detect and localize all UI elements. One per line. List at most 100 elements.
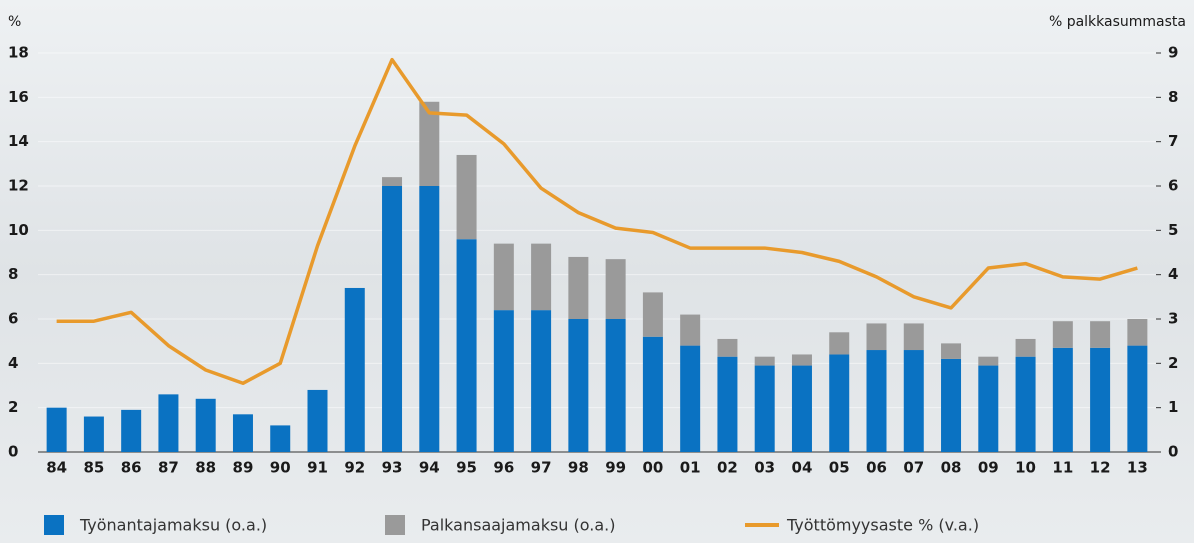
y-tick-label: 14 <box>8 132 29 150</box>
bar <box>1016 339 1036 357</box>
chart: % % palkkasummasta 024681012141618012345… <box>0 0 1194 543</box>
y2-tick-label: 6 <box>1168 177 1178 195</box>
y-tick-label: 2 <box>8 398 18 416</box>
y2-axis-title: % palkkasummasta <box>1049 14 1186 30</box>
y2-tick-label: 9 <box>1168 44 1178 62</box>
bar <box>792 366 812 452</box>
bar <box>1090 348 1110 452</box>
x-tick-label: 02 <box>717 459 738 477</box>
bar <box>308 390 328 452</box>
bar <box>494 310 514 452</box>
legend-label: Palkansaajamaksu (o.a.) <box>421 516 616 535</box>
bar <box>829 354 849 452</box>
bar <box>717 357 737 452</box>
bar <box>1053 348 1073 452</box>
y-tick-label: 0 <box>8 443 18 461</box>
bar <box>47 408 67 452</box>
bar <box>531 310 551 452</box>
bar <box>382 186 402 452</box>
bar <box>606 319 626 452</box>
x-tick-label: 93 <box>382 459 403 477</box>
bar <box>568 257 588 319</box>
legend-swatch <box>385 515 405 535</box>
y-tick-label: 18 <box>8 44 29 62</box>
bar <box>941 359 961 452</box>
x-tick-label: 06 <box>866 459 887 477</box>
bar <box>643 337 663 452</box>
x-tick-label: 96 <box>493 459 514 477</box>
bar <box>494 244 514 311</box>
bar <box>867 350 887 452</box>
x-tick-label: 89 <box>233 459 254 477</box>
y2-tick-label: 1 <box>1168 398 1178 416</box>
legend-swatch <box>44 515 64 535</box>
x-tick-label: 00 <box>642 459 663 477</box>
x-tick-label: 10 <box>1015 459 1036 477</box>
bar <box>978 366 998 452</box>
x-tick-label: 04 <box>792 459 813 477</box>
bar <box>1127 346 1147 452</box>
y2-tick-label: 2 <box>1168 354 1178 372</box>
x-tick-label: 91 <box>307 459 328 477</box>
y2-tick-label: 4 <box>1168 265 1178 283</box>
bar <box>457 155 477 239</box>
bar <box>84 417 104 452</box>
y2-tick-label: 5 <box>1168 221 1178 239</box>
x-tick-label: 88 <box>195 459 216 477</box>
bar <box>121 410 141 452</box>
y-axis-title: % <box>8 14 21 30</box>
bar <box>457 239 477 452</box>
legend-label: Työnantajamaksu (o.a.) <box>79 516 267 535</box>
x-tick-label: 09 <box>978 459 999 477</box>
bar <box>755 357 775 366</box>
bar <box>904 323 924 350</box>
bar <box>717 339 737 357</box>
y-tick-label: 12 <box>8 177 29 195</box>
bar <box>158 394 178 452</box>
y-tick-label: 10 <box>8 221 29 239</box>
x-tick-label: 01 <box>680 459 701 477</box>
x-tick-label: 92 <box>344 459 365 477</box>
bar <box>904 350 924 452</box>
y2-tick-label: 0 <box>1168 443 1178 461</box>
bar <box>382 177 402 186</box>
bar <box>270 425 290 452</box>
x-tick-label: 99 <box>605 459 626 477</box>
x-tick-label: 13 <box>1127 459 1148 477</box>
bar <box>680 346 700 452</box>
x-tick-label: 90 <box>270 459 291 477</box>
x-tick-label: 08 <box>941 459 962 477</box>
bar <box>1016 357 1036 452</box>
bar <box>680 315 700 346</box>
x-tick-label: 98 <box>568 459 589 477</box>
x-tick-label: 87 <box>158 459 179 477</box>
x-tick-label: 86 <box>121 459 142 477</box>
bar <box>345 288 365 452</box>
bar <box>233 414 253 452</box>
bar <box>792 354 812 365</box>
y2-tick-label: 3 <box>1168 310 1178 328</box>
bar <box>1053 321 1073 348</box>
x-tick-label: 84 <box>46 459 67 477</box>
x-tick-label: 11 <box>1052 459 1073 477</box>
y-tick-label: 4 <box>8 354 18 372</box>
y2-tick-label: 7 <box>1168 132 1178 150</box>
bar <box>419 186 439 452</box>
bar <box>643 292 663 336</box>
bar <box>568 319 588 452</box>
bar <box>941 343 961 359</box>
bar <box>867 323 887 350</box>
x-tick-label: 12 <box>1090 459 1111 477</box>
y-tick-label: 16 <box>8 88 29 106</box>
y-tick-label: 6 <box>8 310 18 328</box>
x-tick-label: 03 <box>754 459 775 477</box>
x-tick-label: 05 <box>829 459 850 477</box>
bar <box>978 357 998 366</box>
x-tick-label: 95 <box>456 459 477 477</box>
bar <box>829 332 849 354</box>
y-tick-label: 8 <box>8 265 18 283</box>
bar <box>196 399 216 452</box>
bar <box>531 244 551 311</box>
bar <box>1090 321 1110 348</box>
x-tick-label: 07 <box>903 459 924 477</box>
